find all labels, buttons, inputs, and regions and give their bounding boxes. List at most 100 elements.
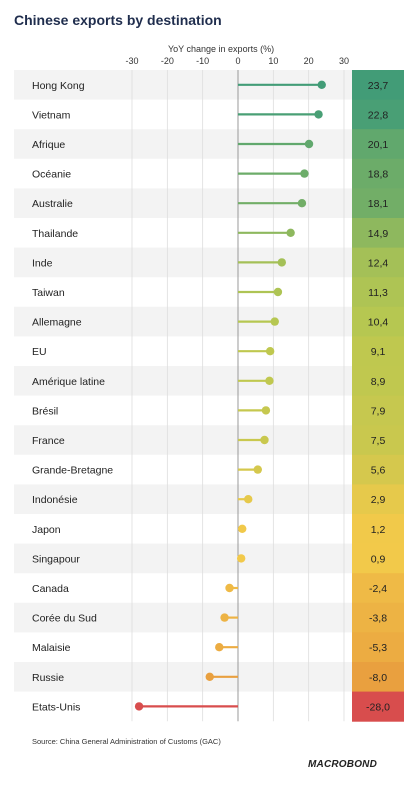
category-label: Allemagne	[32, 317, 82, 329]
x-axis-title: YoY change in exports (%)	[168, 44, 275, 54]
category-label: Amérique latine	[32, 376, 105, 388]
lollipop-dot	[134, 702, 144, 711]
value-cell	[352, 395, 404, 426]
category-label: Thailande	[32, 228, 78, 240]
row-band	[14, 543, 352, 574]
value-label: 20,1	[368, 139, 389, 151]
row-band	[14, 366, 352, 396]
value-label: -2,4	[369, 583, 387, 595]
row-band	[14, 662, 352, 692]
category-label: EU	[32, 346, 47, 358]
value-label: 1,2	[371, 524, 386, 536]
row-band	[14, 306, 352, 337]
lollipop-dot	[304, 139, 314, 149]
x-tick-label: 30	[338, 56, 350, 66]
row-band	[14, 247, 352, 278]
value-cell	[352, 602, 404, 633]
x-tick-label: -20	[160, 56, 174, 66]
value-label: 0,9	[371, 553, 386, 565]
category-label: Indonésie	[32, 494, 78, 506]
value-cell	[352, 573, 404, 604]
value-cell	[352, 632, 404, 663]
chart-title: Chinese exports by destination	[14, 12, 222, 28]
lollipop-dot	[314, 110, 323, 119]
lollipop-dot	[317, 80, 326, 89]
lollipop-dot	[215, 643, 224, 652]
category-label: Russie	[32, 672, 64, 684]
macrobond-logo: MACROBOND	[308, 759, 378, 770]
value-cell	[352, 336, 404, 367]
lollipop-dot	[261, 406, 271, 415]
value-label: 22,8	[368, 109, 389, 121]
value-cell	[352, 514, 404, 545]
value-cell	[352, 70, 404, 101]
lollipop-dot	[238, 524, 247, 533]
value-cell	[352, 454, 404, 485]
lollipop-dot	[277, 258, 287, 267]
lollipop-dot	[253, 465, 262, 474]
lollipop-dot	[236, 554, 246, 563]
value-label: 9,1	[371, 346, 386, 358]
value-cell	[352, 425, 404, 456]
value-label: -5,3	[369, 642, 387, 654]
lollipop-dot	[244, 495, 253, 504]
value-label: -3,8	[369, 613, 387, 625]
lollipop-dot	[225, 583, 234, 593]
value-cell	[352, 543, 404, 574]
category-label: Singapour	[32, 553, 80, 565]
x-tick-label: 0	[235, 56, 241, 66]
value-label: 12,4	[368, 257, 389, 269]
value-label: 14,9	[368, 228, 389, 240]
value-cell	[352, 277, 404, 308]
category-label: Hong Kong	[32, 80, 85, 92]
category-label: France	[32, 435, 65, 447]
value-cell	[352, 247, 404, 278]
value-cell	[352, 306, 404, 337]
row-band	[14, 484, 352, 514]
value-cell	[352, 99, 404, 130]
x-tick-label: 20	[303, 56, 314, 66]
x-tick-label: 10	[268, 56, 279, 66]
x-tick-label: -10	[196, 56, 210, 66]
value-label: 7,5	[371, 435, 386, 447]
value-cell	[352, 158, 404, 189]
category-label: Vietnam	[32, 109, 71, 121]
lollipop-dot	[265, 347, 275, 356]
row-band	[14, 425, 352, 455]
value-label: 18,8	[368, 169, 389, 181]
lollipop-dot	[297, 199, 307, 208]
value-label: 7,9	[371, 405, 386, 417]
category-label: Australie	[32, 198, 73, 210]
lollipop-dot	[260, 435, 269, 445]
category-label: Japon	[32, 524, 61, 536]
value-label: 11,3	[368, 287, 388, 299]
value-label: 2,9	[371, 494, 386, 506]
category-label: Corée du Sud	[32, 613, 97, 625]
value-cell	[352, 484, 404, 515]
category-label: Afrique	[32, 139, 65, 151]
value-label: 10,4	[368, 317, 389, 329]
value-cell	[352, 218, 404, 249]
lollipop-dot	[273, 287, 283, 297]
category-label: Taiwan	[32, 287, 65, 299]
category-label: Inde	[32, 257, 53, 269]
value-cell	[352, 188, 404, 219]
value-cell	[352, 691, 404, 722]
value-label: -28,0	[366, 701, 390, 713]
category-label: Canada	[32, 583, 69, 595]
lollipop-dot	[300, 169, 309, 178]
value-label: 23,7	[368, 80, 389, 92]
row-band	[14, 602, 352, 633]
category-label: Grande-Bretagne	[32, 465, 113, 477]
source-note: Source: China General Administration of …	[32, 737, 221, 746]
value-cell	[352, 366, 404, 397]
lollipop-dot	[265, 376, 274, 385]
value-cell	[352, 662, 404, 693]
category-label: Malaisie	[32, 642, 71, 654]
value-label: 5,6	[371, 465, 386, 477]
category-label: Brésil	[32, 405, 58, 417]
lollipop-dot	[270, 317, 279, 326]
value-label: 18,1	[368, 198, 389, 210]
lollipop-dot	[286, 228, 295, 237]
lollipop-dot	[205, 672, 214, 681]
